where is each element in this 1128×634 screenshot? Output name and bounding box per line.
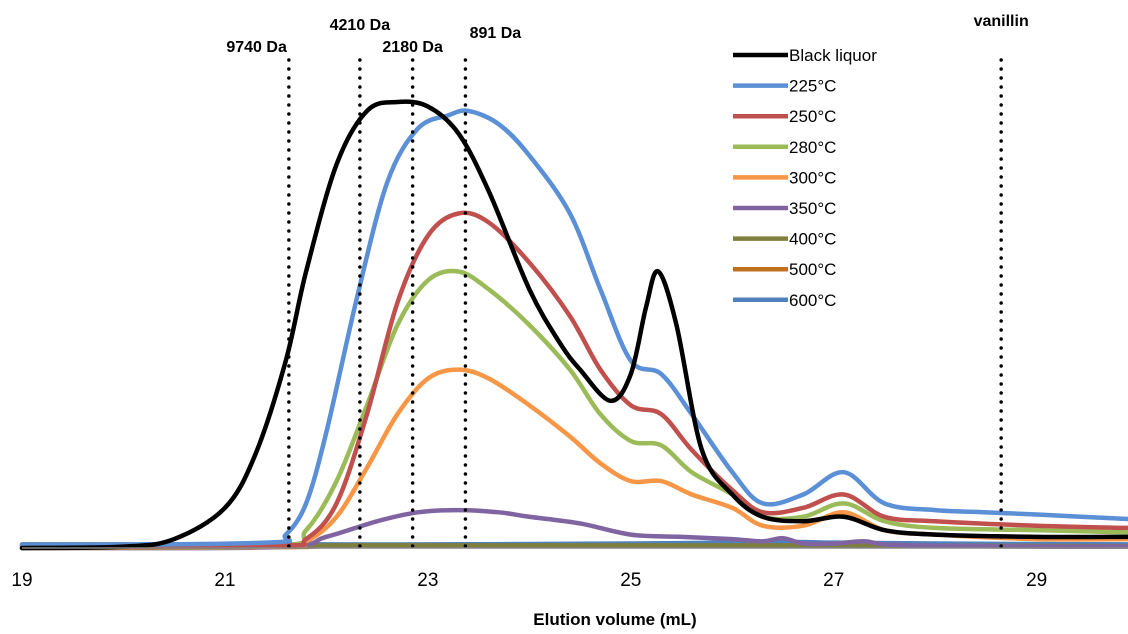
legend-label-black-liquor: Black liquor [789,46,877,65]
legend-label-225-c: 225°C [789,77,836,96]
legend-label-600-c: 600°C [789,291,836,310]
series-line-black-liquor [19,99,1128,551]
marker-label-4210-da: 4210 Da [330,17,391,34]
series-line-350-c [19,507,1128,551]
marker-label-9740-da: 9740 Da [226,39,287,56]
x-tick-label: 23 [417,570,438,591]
x-tick-label: 19 [11,570,32,591]
legend: Black liquor 225°C 250°C 280°C 300°C 350°C 400… [733,46,877,310]
marker-label-891-da: 891 Da [470,25,522,42]
marker-layer: 9740 Da 4210 Da 2180 Da 891 Da vanillin [226,13,1029,550]
legend-label-280-c: 280°C [789,138,836,157]
series-layer [19,99,1128,551]
marker-label-2180-da: 2180 Da [382,39,443,56]
x-axis-title: Elution volume (mL) [533,610,696,629]
legend-label-250-c: 250°C [789,107,836,126]
x-tick-label: 29 [1026,570,1047,591]
x-tick-label: 25 [620,570,641,591]
legend-label-500-c: 500°C [789,260,836,279]
legend-label-400-c: 400°C [789,230,836,249]
legend-label-350-c: 350°C [789,199,836,218]
series-line-280-c [19,268,1128,551]
x-tick-label: 21 [214,570,235,591]
marker-label-vanillin: vanillin [974,13,1029,30]
series-line-225-c [19,108,1128,549]
x-tick-label: 27 [823,570,844,591]
series-line-250-c [19,210,1128,551]
legend-label-300-c: 300°C [789,168,836,187]
x-tick-layer: 19 21 23 25 27 29 [11,570,1047,591]
